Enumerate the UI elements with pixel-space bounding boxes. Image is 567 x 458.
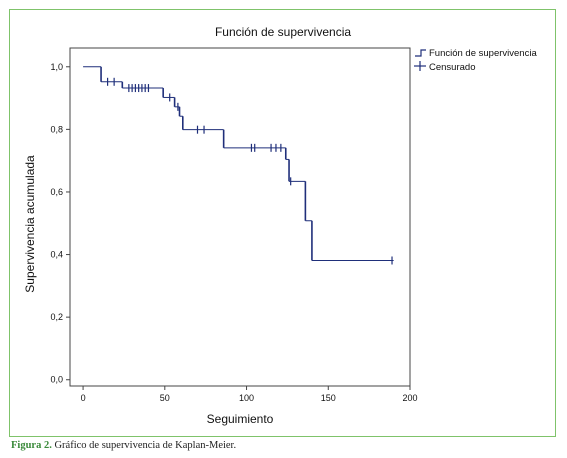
survival-chart: Función de supervivencia 0 50 100 150 200 0,0… bbox=[23, 25, 537, 426]
caption-text: Gráfico de supervivencia de Kaplan-Meier… bbox=[51, 440, 237, 451]
chart-title: Función de supervivencia bbox=[215, 25, 351, 39]
legend: Función de supervivencia Censurado bbox=[414, 48, 537, 73]
x-tick-label: 150 bbox=[321, 393, 336, 403]
plot-area bbox=[69, 47, 411, 387]
y-tick-label: 0,6 bbox=[50, 187, 63, 197]
y-tick-label: 0,8 bbox=[50, 124, 63, 134]
y-tick-label: 0,4 bbox=[50, 250, 63, 260]
legend-step-swatch bbox=[415, 49, 426, 57]
x-tick-label: 200 bbox=[402, 393, 417, 403]
x-tick-label: 50 bbox=[160, 393, 170, 403]
x-axis-label: Seguimiento bbox=[207, 412, 274, 426]
y-tick-label: 0,0 bbox=[50, 375, 63, 385]
y-tick-label: 1,0 bbox=[50, 62, 63, 72]
caption-label: Figura 2. bbox=[11, 440, 52, 451]
legend-label-censored: Censurado bbox=[429, 62, 475, 73]
y-axis-label: Supervivencia acumulada bbox=[23, 155, 37, 293]
x-tick-label: 0 bbox=[81, 393, 86, 403]
legend-label-survival: Función de supervivencia bbox=[429, 48, 537, 59]
x-tick-label: 100 bbox=[239, 393, 254, 403]
figure-frame: Función de supervivencia 0 50 100 150 200 0,0… bbox=[9, 9, 556, 437]
y-tick-label: 0,2 bbox=[50, 312, 63, 322]
figure-caption: Figura 2. Gráfico de supervivencia de Ka… bbox=[11, 440, 236, 451]
